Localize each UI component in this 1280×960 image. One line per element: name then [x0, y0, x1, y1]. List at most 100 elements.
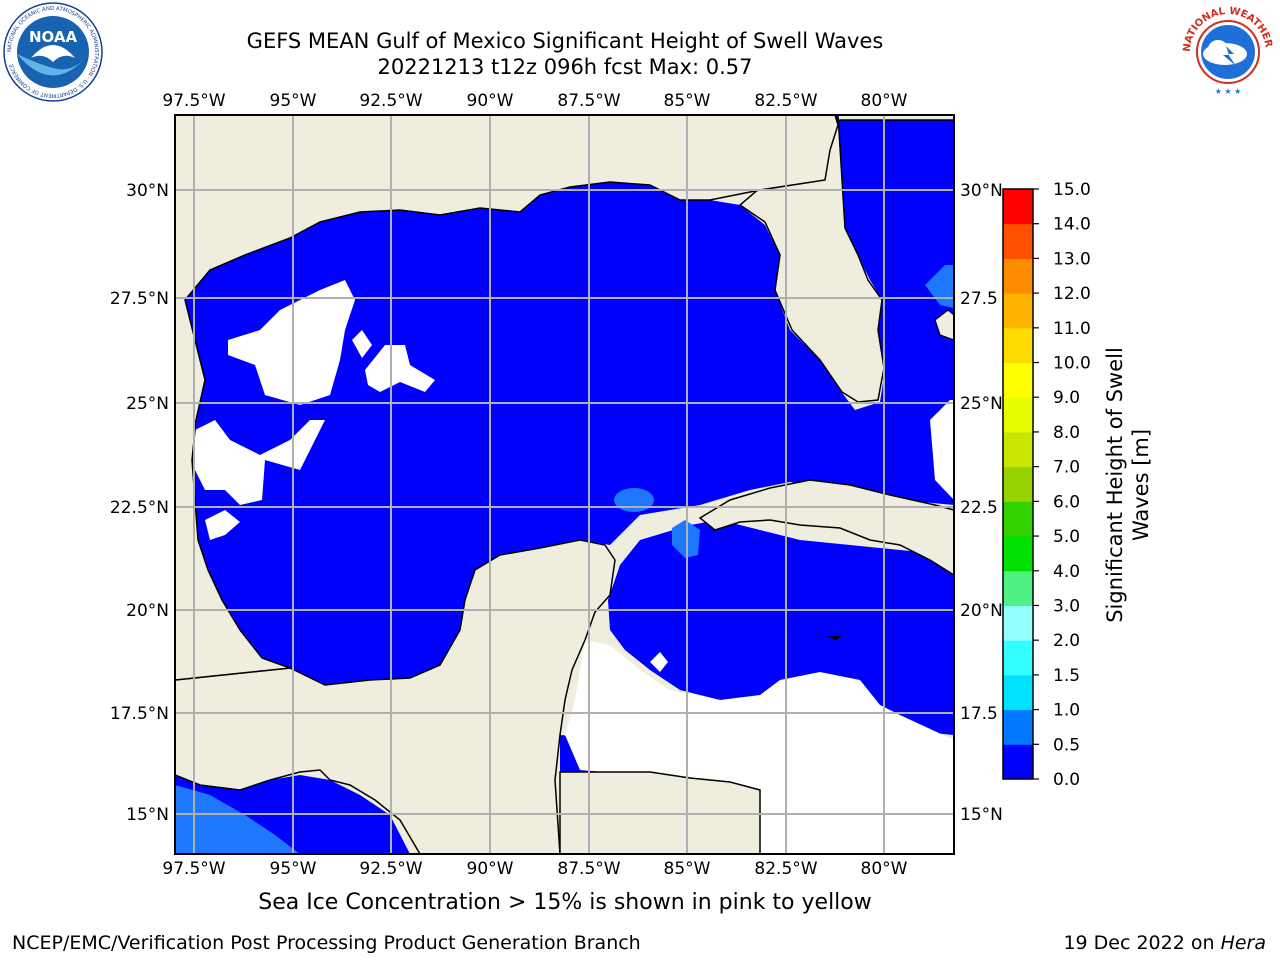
nodata-patch-caribbean — [565, 640, 954, 854]
colorbar-segment — [1003, 362, 1033, 398]
nodata-patch-small-2 — [352, 330, 372, 358]
colorbar-frame — [1002, 188, 1034, 780]
florida-land — [738, 115, 954, 403]
colorbar-tick-label: 6.0 — [1053, 492, 1080, 512]
swell-patch-yucatan-channel — [614, 488, 654, 512]
colorbar-segment — [1003, 501, 1033, 537]
lon-labels-top: 97.5°W 95°W 92.5°W 90°W 87.5°W 85°W 82.5… — [162, 91, 907, 111]
lat-label: 15°N — [126, 805, 169, 825]
lat-label: 20°N — [960, 601, 1003, 621]
cuba-land — [698, 479, 954, 576]
lat-label: 30°N — [126, 181, 169, 201]
lon-labels-bottom: 97.5°W 95°W 92.5°W 90°W 87.5°W 85°W 82.5… — [162, 859, 907, 879]
colorbar-label-line2: Waves [m] — [1129, 429, 1153, 541]
colorbar-segment — [1003, 674, 1033, 711]
lon-label: 92.5°W — [359, 91, 422, 111]
colorbar-segment — [1003, 570, 1033, 606]
gulf-water — [185, 115, 954, 685]
lat-label: 25°N — [960, 394, 1003, 414]
bahamas — [934, 309, 954, 341]
colorbar-segment — [1003, 327, 1033, 364]
colorbar-segment — [1003, 709, 1033, 745]
colorbar-tick-label: 13.0 — [1053, 249, 1091, 269]
lat-label: 15°N — [960, 805, 1003, 825]
lon-label: 87.5°W — [557, 859, 620, 879]
chart-subtitle: 20221213 t12z 096h fcst Max: 0.57 — [377, 55, 753, 79]
colorbar-segment — [1003, 397, 1033, 433]
colorbar-tick-label: 0.0 — [1053, 770, 1080, 790]
nodata-patch-atlantic — [930, 400, 954, 500]
lon-label: 92.5°W — [359, 859, 422, 879]
sea-ice-note: Sea Ice Concentration > 15% is shown in … — [258, 890, 872, 915]
mexico-land — [175, 115, 839, 681]
host-name: Hera — [1220, 932, 1266, 954]
lon-label: 95°W — [270, 91, 317, 111]
colorbar-segment — [1003, 431, 1033, 468]
lon-label: 90°W — [467, 91, 514, 111]
date-text: 19 Dec 2022 on — [1063, 932, 1221, 954]
lon-label: 95°W — [270, 859, 317, 879]
jamaica — [826, 636, 842, 640]
lon-label: 82.5°W — [754, 859, 817, 879]
noaa-logo: NOAA NATIONAL OCEANIC AND ATMOSPHERIC AD… — [3, 2, 103, 102]
lat-label: 20°N — [126, 601, 169, 621]
pacific-swell-light — [175, 785, 300, 854]
map-area — [175, 115, 954, 854]
colorbar-label-line1: Significant Height of Swell — [1103, 347, 1127, 623]
colorbar-segment — [1003, 466, 1033, 502]
map-frame — [174, 114, 955, 855]
colorbar-tick-label: 5.0 — [1053, 527, 1080, 547]
lon-label: 85°W — [664, 859, 711, 879]
lon-label: 85°W — [664, 91, 711, 111]
lon-label: 87.5°W — [557, 91, 620, 111]
colorbar-ticks: 0.0 0.5 1.0 1.5 2.0 3.0 4.0 5.0 6.0 7.0 8.0 9.0 10.0… — [1033, 180, 1091, 790]
chart-title: GEFS MEAN Gulf of Mexico Significant Hei… — [246, 29, 884, 53]
colorbar-label: Significant Height of Swell Waves [m] — [1103, 347, 1153, 623]
lat-labels-right: 30°N 27.5 25°N 22.5 20°N 17.5 15°N — [960, 181, 1003, 825]
colorbar-segment — [1003, 640, 1033, 676]
lat-label: 27.5°N — [110, 289, 169, 309]
nodata-patch-west-gulf — [228, 280, 355, 405]
lat-label: 17.5°N — [110, 704, 169, 724]
lon-label: 80°W — [861, 91, 908, 111]
colorbar-tick-label: 3.0 — [1053, 596, 1080, 616]
credit-line: NCEP/EMC/Verification Post Processing Pr… — [12, 932, 641, 954]
colorbar-tick-label: 1.5 — [1053, 666, 1080, 686]
colorbar-tick-label: 2.0 — [1053, 631, 1080, 651]
lon-label: 97.5°W — [162, 859, 225, 879]
nodata-patch-mexico-coast — [205, 510, 240, 540]
nodata-patch-small-1 — [365, 345, 435, 392]
noaa-logo-text: NOAA — [29, 28, 78, 46]
lat-label: 25°N — [126, 394, 169, 414]
lon-label: 90°W — [467, 859, 514, 879]
lat-label: 27.5 — [960, 289, 998, 309]
colorbar-tick-label: 10.0 — [1053, 354, 1091, 374]
colorbar-tick-label: 0.5 — [1053, 735, 1080, 755]
grid-lines — [175, 115, 954, 854]
yucatan-land — [175, 539, 616, 854]
colorbar — [1002, 188, 1034, 780]
lat-labels-left: 30°N 27.5°N 25°N 22.5°N 20°N 17.5°N 15°N — [110, 181, 169, 825]
colorbar-tick-label: 8.0 — [1053, 423, 1080, 443]
colorbar-segment — [1003, 258, 1033, 294]
colorbar-segment — [1003, 293, 1033, 329]
lon-label: 80°W — [861, 859, 908, 879]
colorbar-tick-label: 11.0 — [1053, 319, 1091, 339]
colorbar-segment — [1003, 605, 1033, 641]
nws-logo: NATIONAL WEATHER SERVICE ★ ★ ★ — [1178, 6, 1274, 97]
nws-stars: ★ ★ ★ — [1215, 87, 1242, 96]
lon-label: 97.5°W — [162, 91, 225, 111]
lat-label: 17.5 — [960, 704, 998, 724]
colorbar-segment — [1003, 744, 1033, 780]
colorbar-tick-label: 4.0 — [1053, 562, 1080, 582]
colorbar-tick-label: 14.0 — [1053, 215, 1091, 235]
date-line: 19 Dec 2022 on Hera — [1063, 932, 1266, 954]
nodata-patch-caribbean-small — [650, 652, 668, 672]
colorbar-tick-label: 12.0 — [1053, 284, 1091, 304]
colorbar-tick-label: 7.0 — [1053, 458, 1080, 478]
colorbar-tick-label: 15.0 — [1053, 180, 1091, 200]
lat-label: 22.5°N — [110, 498, 169, 518]
colorbar-segment — [1003, 189, 1033, 225]
lon-label: 82.5°W — [754, 91, 817, 111]
